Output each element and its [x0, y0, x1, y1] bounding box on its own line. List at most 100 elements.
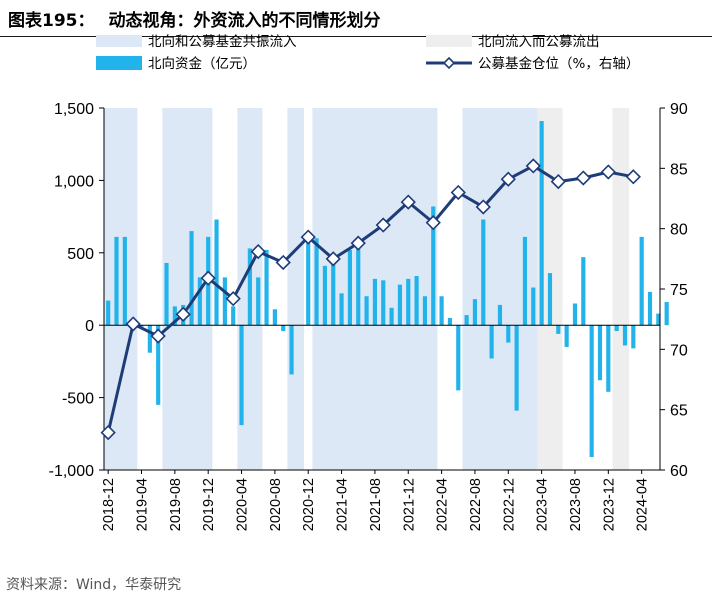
bar-2020-02 [222, 277, 227, 326]
bar-2023-09 [581, 257, 586, 326]
bar-2019-11 [197, 277, 202, 326]
bar-2019-07 [164, 262, 169, 326]
bar-2023-06 [556, 325, 561, 334]
bar-2020-07 [264, 249, 269, 326]
bar-2021-06 [356, 247, 361, 326]
bar-2022-11 [497, 304, 503, 326]
marker-2019-06 [150, 328, 166, 344]
bar-2018-12 [106, 300, 111, 326]
bar-2024-06 [656, 313, 661, 326]
bar-2023-07 [564, 325, 569, 347]
bar-2023-11 [597, 325, 603, 381]
right-axis-ticks: 60 65 70 75 80 85 90 [660, 101, 688, 480]
x-tick-label: 2018-12 [101, 478, 117, 531]
x-tick-label: 2023-08 [568, 478, 584, 531]
bar-2022-06 [456, 325, 461, 391]
bar-2021-04 [339, 293, 344, 326]
x-tick-label: 2023-12 [601, 478, 617, 531]
bar-2022-08 [472, 299, 478, 326]
x-tick-label: 2019-12 [201, 478, 217, 531]
bar-2021-09 [381, 280, 386, 326]
legend-marker [442, 56, 456, 70]
bar-2022-07 [464, 315, 469, 326]
bar-2020-01 [214, 219, 219, 326]
bar-2023-01 [514, 325, 519, 411]
bar-2024-07 [664, 302, 669, 326]
right-tick-label: 65 [670, 403, 688, 420]
x-tick-label: 2021-04 [335, 478, 351, 531]
bar-2021-10 [389, 307, 394, 326]
left-tick-label: 0 [85, 318, 94, 335]
bar-2021-07 [364, 296, 369, 326]
bar-2021-05 [347, 249, 352, 326]
bar-2020-09 [281, 325, 286, 331]
right-tick-label: 85 [670, 161, 688, 178]
marker-2023-06 [550, 173, 566, 190]
bar-2024-02 [622, 325, 628, 346]
bar-2024-05 [647, 291, 653, 326]
bar-2024-01 [614, 325, 619, 331]
bar-2022-05 [447, 317, 453, 326]
x-tick-label: 2023-04 [535, 478, 551, 531]
bar-2023-12 [606, 325, 611, 392]
bar-2023-10 [589, 325, 594, 457]
legend-label-band_north: 北向流入而公募流出 [478, 34, 600, 50]
right-tick-label: 80 [670, 222, 688, 239]
x-tick-label: 2019-04 [135, 478, 151, 531]
bar-2019-01 [114, 236, 119, 326]
right-tick-label: 90 [670, 101, 688, 118]
figure-title: 动态视角：外资流入的不同情形划分 [108, 11, 381, 31]
bar-2019-02 [122, 236, 127, 326]
bar-2020-04 [239, 325, 244, 426]
right-tick-label: 70 [670, 342, 688, 359]
bar-2020-05 [247, 248, 252, 326]
band-band_both [287, 108, 305, 470]
legend-swatch-bar [96, 56, 142, 70]
bar-2019-05 [147, 325, 152, 353]
x-tick-label: 2020-04 [235, 478, 251, 531]
bar-2021-02 [322, 265, 327, 326]
bar-2020-03 [231, 306, 236, 326]
chart-title: 图表195： 动态视角：外资流入的不同情形划分 [8, 6, 381, 31]
bar-2021-11 [397, 284, 403, 326]
bar-2019-10 [189, 231, 194, 326]
bar-2022-04 [439, 296, 444, 326]
marker-2021-06 [350, 235, 366, 251]
marker-2019-12 [200, 270, 216, 286]
bar-2021-03 [331, 264, 336, 326]
marker-2018-12 [100, 424, 116, 441]
right-tick-label: 75 [670, 282, 688, 299]
band-band_both [104, 108, 138, 470]
bar-2023-04 [539, 121, 544, 326]
marker-2020-03 [225, 291, 241, 307]
marker-2023-03 [525, 158, 541, 174]
marker-2024-03 [625, 169, 641, 185]
marker-2023-12 [600, 164, 616, 180]
marker-2019-03 [125, 316, 141, 332]
bar-2022-09 [481, 219, 486, 326]
left-tick-label: 1,500 [54, 101, 94, 118]
x-tick-label: 2022-12 [501, 478, 517, 531]
legend-label-band_both: 北向和公募基金共振流入 [148, 33, 297, 50]
bar-2023-03 [531, 287, 536, 326]
bar-2022-03 [431, 206, 436, 326]
bar-2023-05 [547, 273, 553, 326]
bar-2021-01 [314, 238, 319, 326]
bar-2023-02 [522, 236, 528, 326]
marker-2021-09 [375, 217, 391, 233]
marker-2019-09 [175, 306, 191, 322]
bar-2021-12 [406, 278, 411, 326]
title-rule [0, 36, 712, 37]
x-tick-label: 2020-12 [301, 478, 317, 531]
legend-label-bar: 北向资金（亿元） [148, 56, 256, 72]
x-tick-label: 2022-04 [435, 478, 451, 531]
x-tick-label: 2021-12 [401, 478, 417, 531]
marker-2021-03 [325, 251, 341, 267]
marker-2022-03 [425, 215, 441, 231]
marker-2022-12 [500, 171, 516, 187]
bar-2022-01 [414, 275, 419, 326]
bar-2024-03 [631, 325, 636, 349]
x-tick-label: 2024-04 [635, 478, 651, 531]
marker-2021-12 [400, 194, 416, 210]
